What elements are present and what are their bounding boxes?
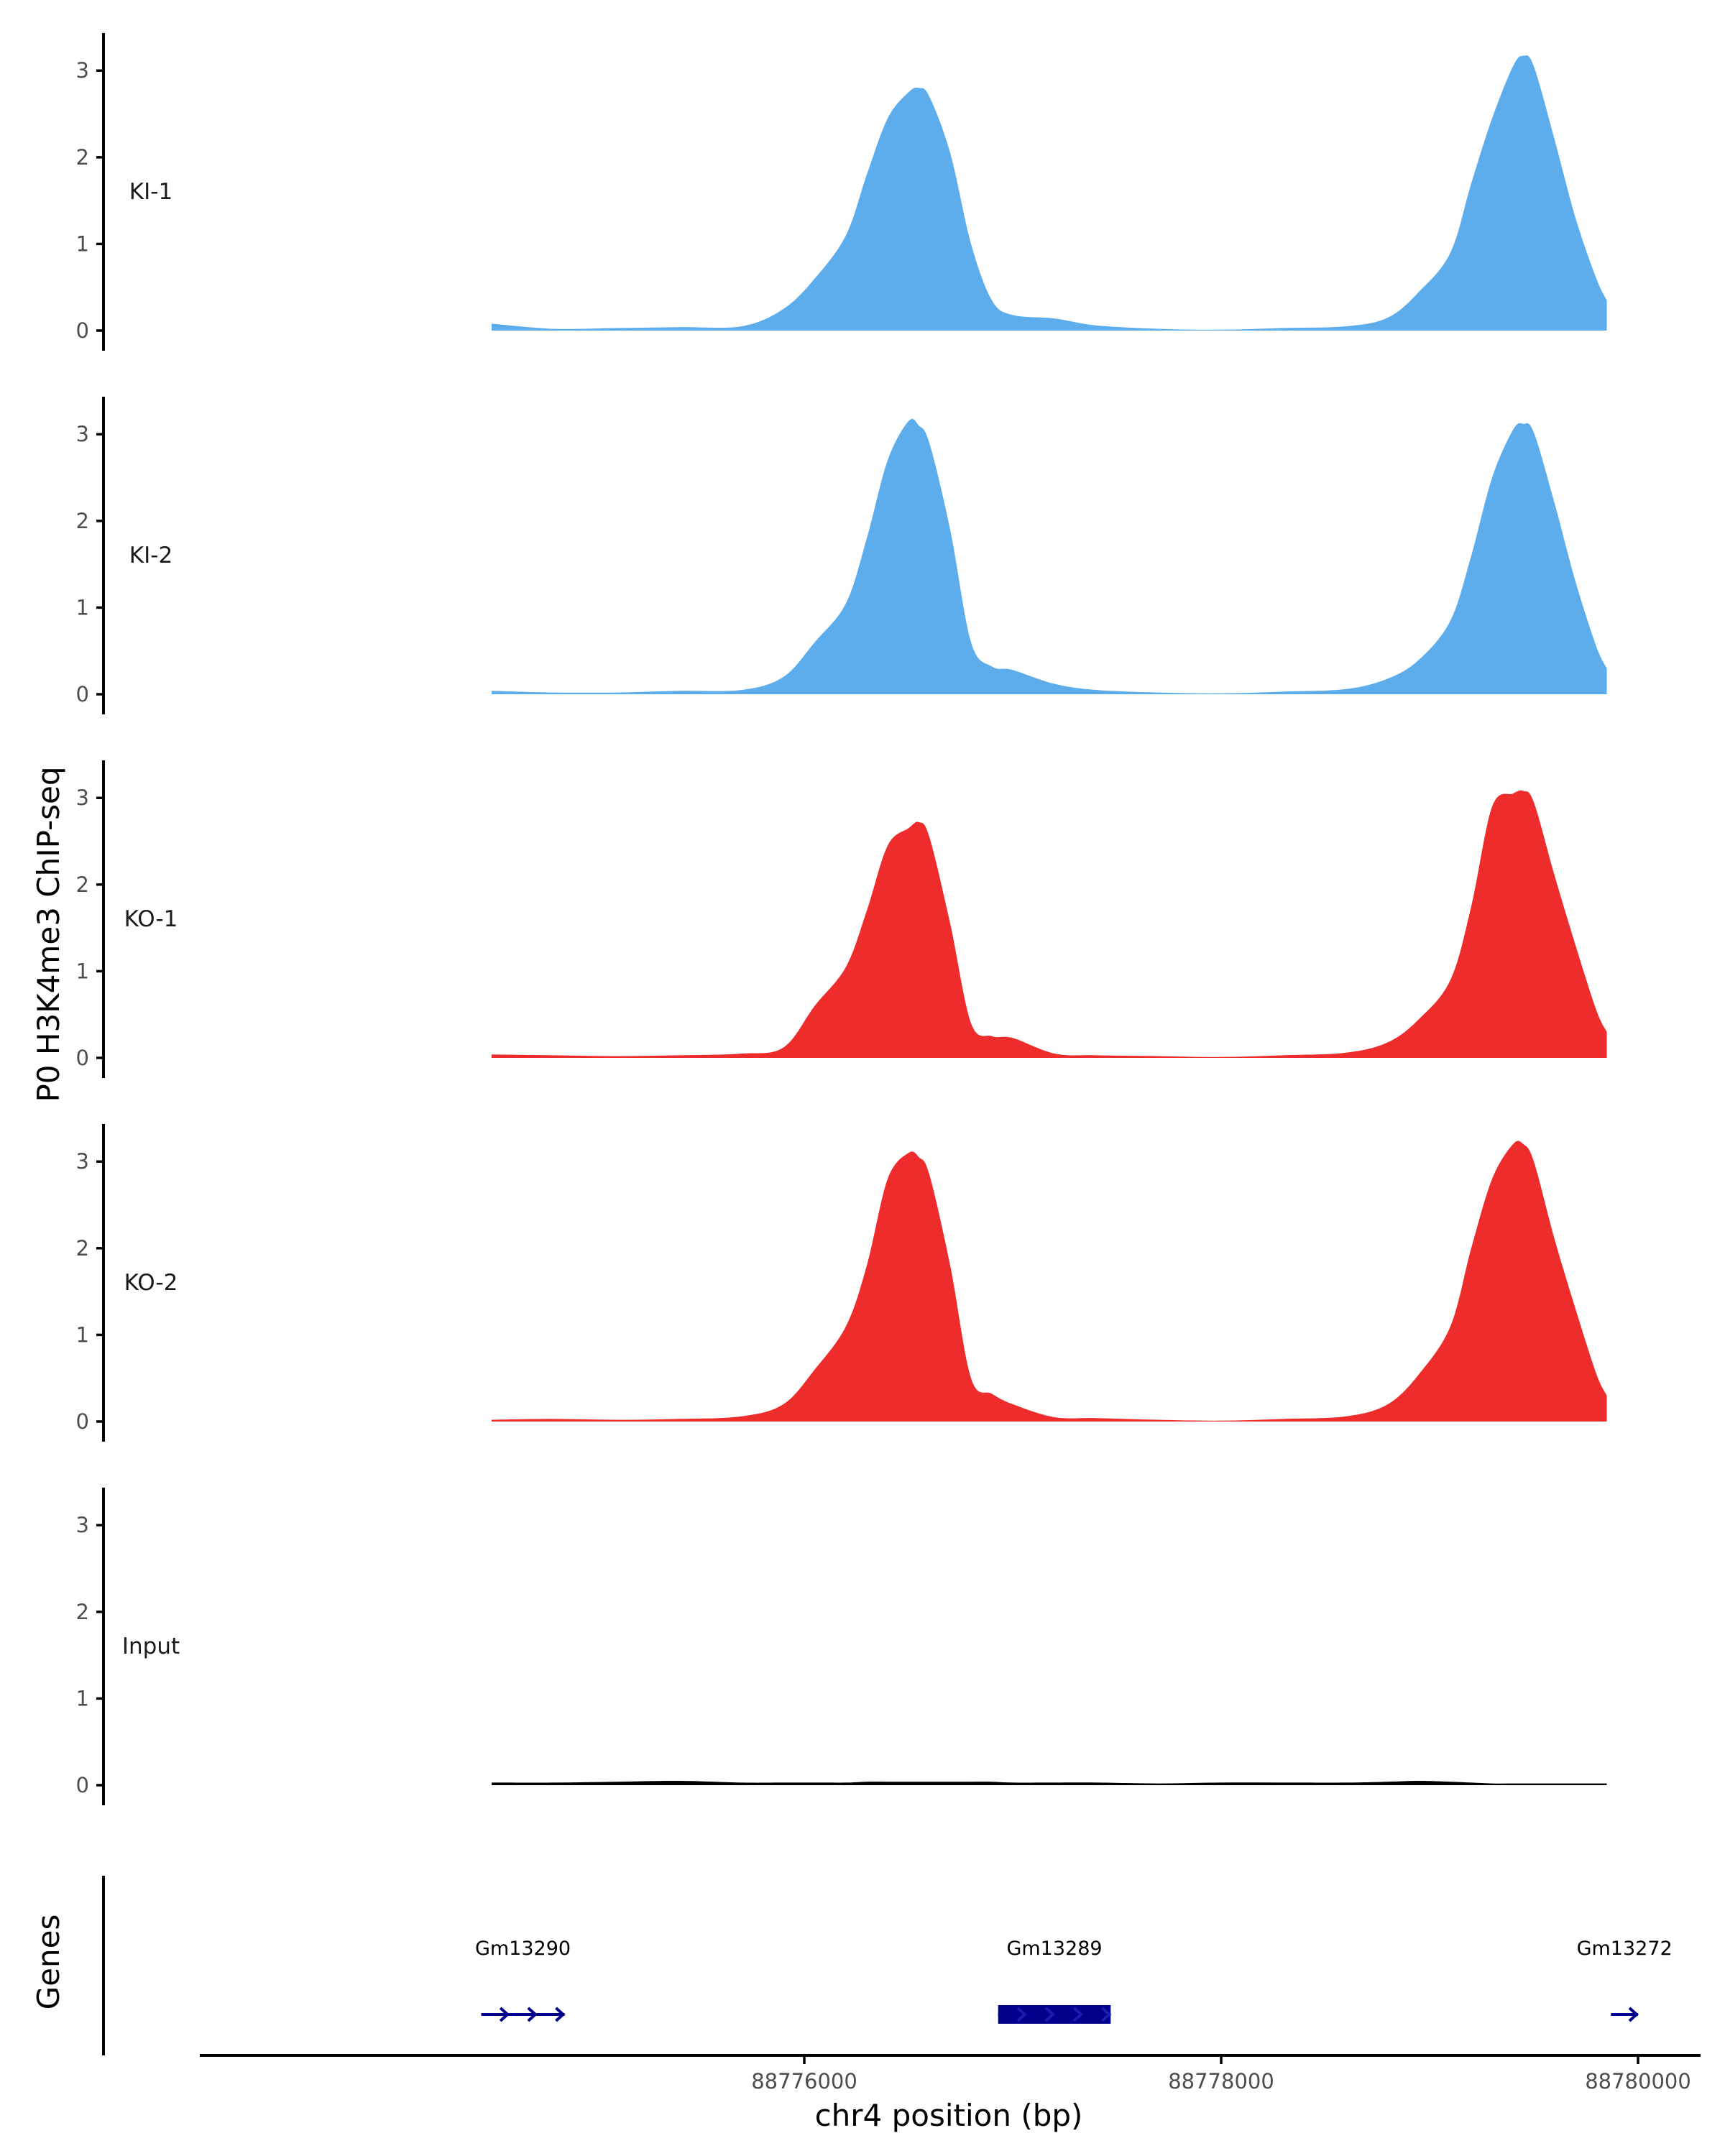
y-tick-label-input-2: 2 bbox=[76, 1600, 89, 1624]
strand-arrow-icon bbox=[499, 2007, 510, 2022]
y-tick-label-ko-2-0: 0 bbox=[76, 1409, 89, 1434]
y-tick-label-ki-1-2: 2 bbox=[76, 145, 89, 170]
strand-arrow-icon bbox=[1628, 2007, 1639, 2022]
y-axis-title: P0 H3K4me3 ChIP-seq bbox=[31, 766, 66, 1102]
gene-gm13289: Gm13289 bbox=[998, 1938, 1112, 2024]
track-ko-2: 0 1 2 3 KO-2 bbox=[76, 1124, 1607, 1442]
x-tick-label-88776000: 88776000 bbox=[751, 2069, 857, 2093]
strand-arrow-icon bbox=[527, 2007, 538, 2022]
y-tick-label-input-1: 1 bbox=[76, 1686, 89, 1710]
track-label-ki-1: KI-1 bbox=[129, 179, 172, 205]
y-tick-label-ko-1-0: 0 bbox=[76, 1046, 89, 1070]
area-ko-1 bbox=[492, 790, 1607, 1058]
track-label-ki-2: KI-2 bbox=[129, 543, 172, 568]
gene-gm13272: Gm13272 bbox=[1577, 1938, 1673, 2022]
area-ki-1 bbox=[492, 55, 1607, 331]
gene-gm13290: Gm13290 bbox=[475, 1938, 571, 2022]
track-label-input: Input bbox=[122, 1634, 180, 1659]
strand-arrow-icon bbox=[1016, 2007, 1027, 2022]
y-tick-label-ki-2-2: 2 bbox=[76, 509, 89, 533]
y-tick-label-ki-1-3: 3 bbox=[76, 58, 89, 83]
track-ki-1: 0 1 2 3 KI-1 bbox=[76, 33, 1607, 351]
track-label-ko-2: KO-2 bbox=[124, 1270, 178, 1296]
track-ko-1: 0 1 2 3 KO-1 bbox=[76, 760, 1607, 1078]
y-tick-label-ki-1-1: 1 bbox=[76, 231, 89, 256]
gene-label-gm13290: Gm13290 bbox=[475, 1938, 571, 1960]
y-tick-label-ki-2-1: 1 bbox=[76, 595, 89, 619]
x-tick-label-88780000: 88780000 bbox=[1585, 2069, 1691, 2093]
strand-arrow-icon bbox=[555, 2007, 566, 2022]
x-tick-label-88778000: 88778000 bbox=[1168, 2069, 1274, 2093]
gene-label-gm13289: Gm13289 bbox=[1006, 1938, 1102, 1960]
y-tick-label-ko-2-3: 3 bbox=[76, 1149, 89, 1174]
y-tick-label-ko-1-3: 3 bbox=[76, 786, 89, 810]
y-tick-label-input-3: 3 bbox=[76, 1513, 89, 1537]
y-tick-label-ko-2-2: 2 bbox=[76, 1236, 89, 1261]
y-tick-label-ki-2-3: 3 bbox=[76, 422, 89, 446]
genes-track-title: Genes bbox=[31, 1915, 66, 2010]
strand-arrow-icon bbox=[1072, 2007, 1084, 2022]
x-axis: 88776000 88778000 88780000 bbox=[200, 2054, 1701, 2093]
track-ki-2: 0 1 2 3 KI-2 bbox=[76, 397, 1607, 714]
track-input: 0 1 2 3 Input bbox=[76, 1488, 1607, 1805]
track-label-ko-1: KO-1 bbox=[124, 906, 178, 932]
area-input bbox=[492, 1780, 1607, 1785]
y-tick-label-ko-2-1: 1 bbox=[76, 1322, 89, 1347]
y-tick-label-ki-1-0: 0 bbox=[76, 318, 89, 343]
y-tick-label-ki-2-0: 0 bbox=[76, 682, 89, 706]
x-axis-title: chr4 position (bp) bbox=[815, 2098, 1083, 2133]
y-tick-label-ko-1-1: 1 bbox=[76, 959, 89, 983]
gene-track: Gm13290 Gm13289 Gm13272 bbox=[102, 1876, 1673, 2055]
strand-arrow-icon bbox=[1100, 2007, 1112, 2022]
strand-arrow-icon bbox=[1044, 2007, 1055, 2022]
signal-tracks: 0 1 2 3 KI-1 0 1 2 3 KI-2 0 1 2 3 KO-1 0 1 2 3 KO-2 0 1 2 3 Inpu… bbox=[76, 33, 1607, 1805]
area-ko-2 bbox=[492, 1141, 1607, 1422]
area-ki-2 bbox=[492, 418, 1607, 694]
y-tick-label-input-0: 0 bbox=[76, 1773, 89, 1797]
y-tick-label-ko-1-2: 2 bbox=[76, 872, 89, 897]
gene-label-gm13272: Gm13272 bbox=[1577, 1938, 1673, 1960]
